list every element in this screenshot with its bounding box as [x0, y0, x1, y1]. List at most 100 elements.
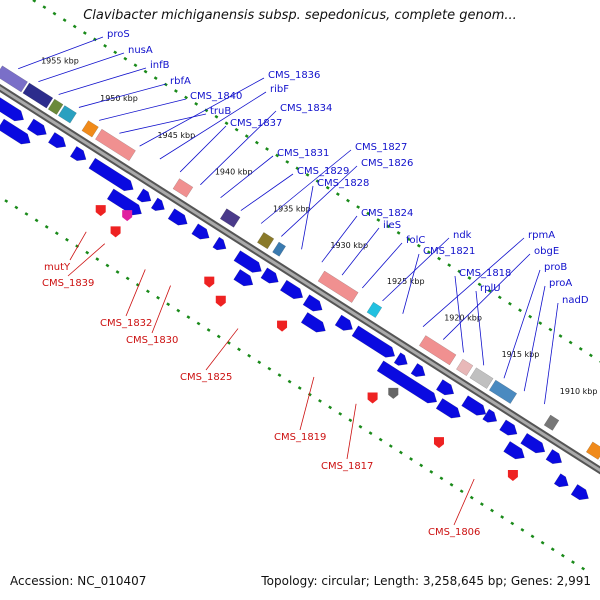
gene-label-truB[interactable]: truB [210, 106, 231, 117]
gene-block-12[interactable] [418, 335, 457, 366]
gene-label-ileS[interactable]: ileS [383, 220, 401, 231]
gene-block-17[interactable] [585, 441, 600, 460]
gene-label-folC[interactable]: folC [406, 235, 425, 246]
dotted-track-outer [32, 0, 600, 363]
gene-label-CMS_1826[interactable]: CMS_1826 [361, 158, 413, 169]
cds-inner-6[interactable] [503, 441, 525, 460]
cds-forward-9[interactable] [212, 236, 227, 251]
rna-marker-8[interactable] [433, 437, 444, 449]
cds-forward-3[interactable] [69, 145, 87, 162]
rna-marker-1[interactable] [110, 226, 121, 238]
cds-forward-14[interactable] [334, 314, 353, 331]
gene-label-rbfA[interactable]: rbfA [170, 76, 191, 87]
gene-block-9[interactable] [272, 241, 287, 257]
cds-forward-1[interactable] [26, 118, 47, 136]
cds-forward-23[interactable] [545, 449, 563, 465]
rna-marker-7[interactable] [388, 387, 399, 399]
gene-label-CMS_1825[interactable]: CMS_1825 [180, 372, 232, 383]
rna-marker-0[interactable] [95, 205, 106, 217]
cds-forward-13[interactable] [302, 294, 323, 312]
cds-forward-20[interactable] [482, 408, 498, 423]
gene-block-1[interactable] [22, 82, 54, 109]
gene-label-mutY[interactable]: mutY [44, 262, 71, 273]
cds-inner-7[interactable] [553, 473, 569, 488]
rna-marker-9[interactable] [507, 470, 518, 482]
gene-label-CMS_1840[interactable]: CMS_1840 [190, 91, 242, 102]
gene-block-14[interactable] [469, 367, 494, 389]
cds-forward-12[interactable] [279, 279, 304, 300]
gene-label-proB[interactable]: proB [544, 262, 567, 273]
gene-block-11[interactable] [366, 301, 383, 319]
gene-block-5[interactable] [95, 128, 136, 162]
gene-block-7[interactable] [219, 208, 241, 228]
gene-label-CMS_1818[interactable]: CMS_1818 [459, 268, 511, 279]
rna-marker-5[interactable] [277, 320, 288, 332]
rna-marker-3[interactable] [204, 276, 215, 288]
rna-marker-6[interactable] [367, 392, 378, 404]
gene-label-CMS_1827[interactable]: CMS_1827 [355, 142, 407, 153]
cds-forward-16[interactable] [393, 352, 408, 366]
gene-label-proS[interactable]: proS [107, 29, 130, 40]
gene-label-CMS_1837[interactable]: CMS_1837 [230, 118, 282, 129]
cds-inner-8[interactable] [570, 484, 589, 501]
cds-inner-2[interactable] [233, 269, 254, 287]
gene-block-8[interactable] [256, 231, 275, 250]
cds-forward-8[interactable] [191, 223, 210, 240]
cds-inner-1[interactable] [106, 188, 142, 216]
gene-label-CMS_1819[interactable]: CMS_1819 [274, 432, 326, 443]
gene-label-infB[interactable]: infB [150, 60, 170, 71]
gene-label-CMS_1836[interactable]: CMS_1836 [268, 70, 320, 81]
cds-forward-17[interactable] [410, 363, 426, 378]
cds-inner-4[interactable] [376, 360, 438, 404]
cds-inner-5[interactable] [435, 398, 461, 419]
gene-block-16[interactable] [543, 414, 560, 431]
gene-label-CMS_1817[interactable]: CMS_1817 [321, 461, 373, 472]
leader-line [301, 185, 314, 250]
cds-forward-11[interactable] [260, 267, 279, 284]
cds-inner-3[interactable] [300, 312, 326, 333]
cds-forward-5[interactable] [136, 188, 152, 203]
cds-forward-15[interactable] [351, 325, 396, 358]
gene-label-CMS_1821[interactable]: CMS_1821 [423, 246, 475, 257]
cds-forward-18[interactable] [435, 379, 455, 396]
cds-forward-0[interactable] [0, 89, 25, 122]
gene-label-CMS_1828[interactable]: CMS_1828 [317, 178, 369, 189]
cds-forward-6[interactable] [150, 197, 165, 211]
gene-label-nusA[interactable]: nusA [128, 45, 153, 56]
gene-label-ribF[interactable]: ribF [270, 84, 289, 95]
gene-label-rplU[interactable]: rplU [480, 283, 501, 294]
rna-marker-2[interactable] [122, 210, 133, 222]
gene-label-CMS_1834[interactable]: CMS_1834 [280, 103, 332, 114]
gene-label-CMS_1832[interactable]: CMS_1832 [100, 318, 152, 329]
gene-block-4[interactable] [81, 120, 99, 138]
gene-block-3[interactable] [57, 105, 77, 124]
gene-label-rpmA[interactable]: rpmA [528, 230, 555, 241]
gene-label-ndk[interactable]: ndk [453, 230, 472, 241]
cds-forward-21[interactable] [499, 419, 518, 436]
gene-label-obgE[interactable]: obgE [534, 246, 559, 257]
gene-label-CMS_1831[interactable]: CMS_1831 [277, 148, 329, 159]
gene-label-proA[interactable]: proA [549, 278, 572, 289]
cds-forward-10[interactable] [233, 250, 262, 273]
cds-inner-0[interactable] [0, 118, 31, 145]
cds-forward-19[interactable] [461, 395, 487, 416]
gene-label-CMS_1829[interactable]: CMS_1829 [297, 166, 349, 177]
gene-block-15[interactable] [488, 379, 518, 404]
cds-forward-2[interactable] [47, 132, 67, 149]
gene-label-CMS_1830[interactable]: CMS_1830 [126, 335, 178, 346]
gene-label-CMS_1839[interactable]: CMS_1839 [42, 278, 94, 289]
gene-label-nadD[interactable]: nadD [562, 295, 589, 306]
leader-line [503, 269, 541, 379]
gene-block-6[interactable] [172, 178, 194, 198]
gene-block-2[interactable] [47, 98, 64, 115]
cds-forward-22[interactable] [520, 432, 546, 454]
rna-marker-4[interactable] [215, 295, 226, 307]
gene-block-0[interactable] [0, 65, 28, 93]
cds-forward-7[interactable] [167, 208, 188, 226]
gene-block-13[interactable] [456, 358, 474, 377]
gene-label-CMS_1806[interactable]: CMS_1806 [428, 527, 480, 538]
gene-block-10[interactable] [317, 270, 359, 303]
gene-label-CMS_1824[interactable]: CMS_1824 [361, 208, 413, 219]
cds-forward-4[interactable] [88, 157, 134, 192]
